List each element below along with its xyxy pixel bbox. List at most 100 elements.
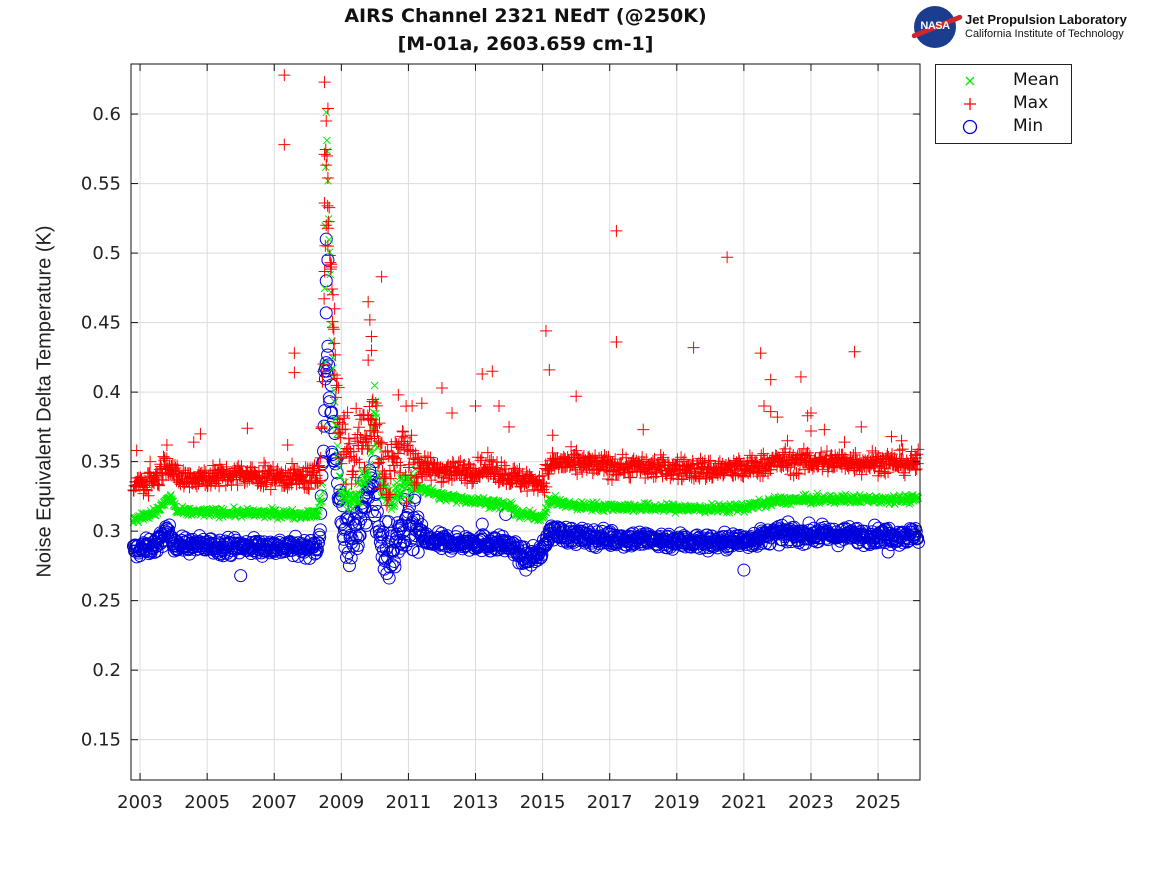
min-point <box>911 535 925 549</box>
max-point <box>144 455 157 468</box>
min-point <box>175 533 189 547</box>
max-point <box>503 420 516 433</box>
x-tick-label: 2011 <box>386 792 432 813</box>
logo-line1: Jet Propulsion Laboratory <box>965 12 1127 27</box>
max-point <box>363 313 376 326</box>
mean-point <box>317 497 326 506</box>
legend-item-mean: Mean <box>936 70 1071 94</box>
max-point <box>912 443 925 456</box>
x-tick-label: 2013 <box>453 792 499 813</box>
mean-point <box>335 462 344 471</box>
mean-point <box>365 474 373 483</box>
legend-label: Min <box>1013 116 1044 136</box>
x-tick-label: 2023 <box>788 792 834 813</box>
plot-frame <box>130 63 921 781</box>
y-tick-label: 0.5 <box>92 243 121 264</box>
max-point <box>469 400 482 413</box>
series-mean <box>129 108 923 527</box>
min-point <box>881 545 895 559</box>
max-point <box>794 370 807 383</box>
min-point <box>395 518 409 532</box>
y-tick-label: 0.25 <box>81 591 121 612</box>
min-point <box>382 571 396 585</box>
max-point <box>743 449 756 462</box>
max-point <box>787 469 800 482</box>
legend: Mean Max Min <box>935 64 1072 144</box>
min-point <box>387 554 401 568</box>
y-tick-label: 0.45 <box>81 313 121 334</box>
max-point <box>194 427 207 440</box>
max-point <box>321 172 334 185</box>
max-point <box>804 406 817 419</box>
mean-point <box>330 398 339 406</box>
x-tick-label: 2015 <box>520 792 566 813</box>
min-point <box>380 567 394 581</box>
y-tick-label: 0.4 <box>92 382 121 403</box>
max-point <box>320 159 333 172</box>
max-point <box>804 425 817 438</box>
max-point <box>160 438 173 451</box>
max-point <box>346 464 359 477</box>
min-point <box>411 510 425 524</box>
series-min <box>126 232 925 585</box>
min-point <box>368 509 382 523</box>
x-marker-icon <box>965 76 975 86</box>
mean-point <box>403 495 412 504</box>
mean-point <box>374 443 382 452</box>
min-point <box>359 516 373 530</box>
mean-point <box>168 495 176 503</box>
grid-lines <box>131 64 920 780</box>
min-point <box>324 405 338 419</box>
max-point <box>278 69 291 82</box>
min-point <box>353 528 367 542</box>
mean-point <box>336 472 345 481</box>
min-point <box>321 339 335 353</box>
data-points <box>126 69 925 585</box>
mean-point <box>320 284 329 293</box>
logo-line2: California Institute of Technology <box>965 28 1124 40</box>
min-point <box>162 523 176 537</box>
max-point <box>848 345 861 358</box>
max-point <box>418 450 431 463</box>
max-point <box>818 423 831 436</box>
min-point <box>475 517 489 531</box>
max-point <box>365 330 378 343</box>
min-point <box>377 543 391 557</box>
mean-point <box>406 495 414 503</box>
y-tick-label: 0.2 <box>92 660 121 681</box>
y-axis-label: Noise Equivalent Delta Temperature (K) <box>33 225 56 578</box>
legend-label: Mean <box>1013 70 1060 90</box>
legend-item-min: Min <box>936 116 1071 140</box>
max-point <box>781 434 794 447</box>
max-point <box>687 341 700 354</box>
max-point <box>855 420 868 433</box>
x-tick-label: 2003 <box>117 792 163 813</box>
mean-point <box>325 235 333 244</box>
max-point <box>327 323 340 336</box>
max-point <box>610 224 623 237</box>
min-point <box>234 569 248 583</box>
x-tick-label: 2009 <box>318 792 364 813</box>
max-point <box>321 199 334 212</box>
max-point <box>328 302 341 315</box>
mean-point <box>166 490 175 499</box>
min-point <box>351 538 365 552</box>
y-tick-label: 0.6 <box>92 104 121 125</box>
max-point <box>320 115 333 128</box>
x-tick-label: 2005 <box>184 792 230 813</box>
max-point <box>311 477 324 490</box>
axis-ticks <box>131 64 920 780</box>
min-point <box>342 559 356 573</box>
min-point <box>319 306 333 320</box>
max-point <box>758 400 771 413</box>
max-point <box>790 467 803 480</box>
max-point <box>321 102 334 115</box>
plus-marker-icon <box>964 98 976 110</box>
min-point <box>526 548 540 562</box>
mean-point <box>333 441 342 450</box>
jpl-logo: NASA Jet Propulsion Laboratory Californi… <box>911 4 1167 50</box>
mean-point <box>312 511 321 519</box>
max-point <box>187 436 200 449</box>
max-point <box>610 336 623 349</box>
min-point <box>313 530 327 544</box>
